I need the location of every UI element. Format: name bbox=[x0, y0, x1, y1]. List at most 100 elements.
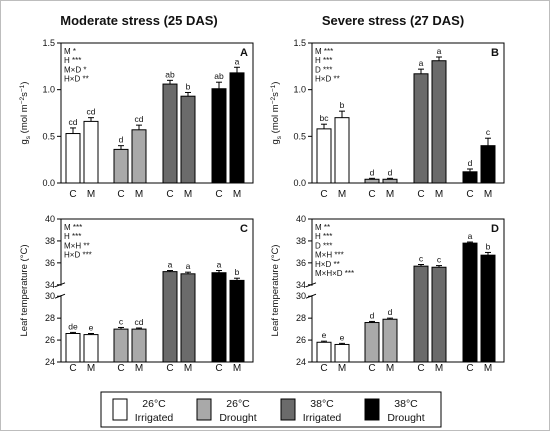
stat-annotation: M ** bbox=[315, 223, 330, 232]
stat-annotation: M×H×D *** bbox=[315, 269, 354, 278]
y-tick-label: 36 bbox=[45, 258, 55, 268]
significance-letter: b bbox=[486, 241, 491, 251]
significance-letter: cd bbox=[69, 117, 78, 127]
bar-b-1 bbox=[334, 117, 350, 184]
significance-letter: d bbox=[119, 135, 124, 145]
x-tick-label: M bbox=[87, 189, 95, 200]
y-tick-label: 24 bbox=[45, 357, 55, 367]
stat-annotation: M×H *** bbox=[315, 251, 344, 260]
stat-annotation: D *** bbox=[315, 241, 332, 250]
bar-d-3 bbox=[382, 318, 398, 363]
significance-letter: a bbox=[419, 58, 424, 68]
bar-d-5 bbox=[431, 266, 447, 363]
x-tick-label: M bbox=[484, 189, 492, 200]
bar-c-7 bbox=[229, 279, 245, 363]
axis-break-mark bbox=[305, 293, 317, 299]
y-axis-label: gs (mol m−2s−1) bbox=[19, 82, 32, 145]
x-tick-label: C bbox=[166, 363, 173, 374]
y-tick-label: 1.0 bbox=[42, 85, 55, 95]
y-tick-label: 40 bbox=[296, 214, 306, 224]
x-tick-label: M bbox=[87, 363, 95, 374]
bar-a-0 bbox=[65, 133, 81, 184]
stat-annotation: H *** bbox=[315, 232, 332, 241]
axis-break-gap bbox=[55, 285, 65, 296]
axis-break-gap bbox=[306, 285, 316, 296]
significance-letter: cd bbox=[135, 317, 144, 327]
significance-letter: ab bbox=[165, 69, 175, 79]
x-tick-label: C bbox=[368, 189, 375, 200]
y-tick-label: 38 bbox=[296, 236, 306, 246]
panel-label: D bbox=[491, 223, 499, 235]
bar-b-2 bbox=[364, 178, 380, 184]
significance-letter: b bbox=[235, 267, 240, 277]
panel-b: 0.0 0.5 1.0 1.5 gs (mol m−2s−1) bc Cb Md Cd Ma Ca M… bbox=[270, 38, 505, 200]
bar-d-0 bbox=[316, 341, 332, 363]
stat-annotation: H *** bbox=[315, 56, 332, 65]
legend-swatch-0 bbox=[112, 398, 128, 421]
panel-a: 0.00.51.01.5gs (mol m−2s−1)cdCcdMdCcdMab… bbox=[19, 38, 254, 200]
panel-label: A bbox=[240, 47, 248, 59]
x-tick-label: M bbox=[135, 363, 143, 374]
bar-a-6 bbox=[211, 88, 227, 184]
stat-annotation: H×D ** bbox=[64, 75, 89, 84]
legend-swatch-1 bbox=[196, 398, 212, 421]
legend-swatch-3 bbox=[364, 398, 380, 421]
bar-c-6 bbox=[211, 272, 227, 363]
title-moderate: Moderate stress (25 DAS) bbox=[60, 13, 218, 28]
y-tick-label: 1.5 bbox=[293, 38, 306, 48]
significance-letter: cd bbox=[87, 107, 96, 117]
y-tick-label: 40 bbox=[45, 214, 55, 224]
legend-label-temp: 26°C bbox=[226, 398, 250, 410]
x-tick-label: C bbox=[320, 363, 327, 374]
y-tick-label: 36 bbox=[296, 258, 306, 268]
y-axis-label: gs (mol m−2s−1) bbox=[270, 82, 283, 145]
stat-annotation: H×D *** bbox=[64, 251, 92, 260]
legend-swatch-2 bbox=[280, 398, 296, 421]
significance-letter: a bbox=[186, 261, 191, 271]
x-tick-label: M bbox=[233, 363, 241, 374]
legend-box bbox=[100, 391, 442, 428]
bar-b-7 bbox=[480, 145, 496, 184]
bar-d-6 bbox=[462, 242, 478, 363]
stat-annotation: H×D ** bbox=[315, 75, 340, 84]
panel-label: B bbox=[491, 47, 499, 59]
legend-label-water: Drought bbox=[387, 412, 424, 424]
bar-d-7 bbox=[480, 254, 496, 363]
x-tick-label: C bbox=[417, 363, 424, 374]
x-tick-label: C bbox=[117, 189, 124, 200]
y-tick-label: 24 bbox=[296, 357, 306, 367]
bar-c-1 bbox=[83, 334, 99, 363]
x-tick-label: M bbox=[386, 363, 394, 374]
significance-letter: e bbox=[322, 330, 327, 340]
legend-label-water: Irrigated bbox=[303, 412, 342, 424]
y-axis-label: Leaf temperature (°C) bbox=[19, 245, 30, 337]
bar-a-4 bbox=[162, 83, 178, 184]
stat-annotation: H×D ** bbox=[315, 260, 340, 269]
significance-letter: c bbox=[437, 255, 442, 265]
stat-annotation: M×H ** bbox=[64, 241, 90, 250]
legend: 26°C Irrigated 26°C Drought 38°C Irrigated 38°… bbox=[100, 391, 442, 428]
y-tick-label: 28 bbox=[45, 313, 55, 323]
significance-letter: ab bbox=[214, 71, 224, 81]
significance-letter: d bbox=[370, 167, 375, 177]
x-tick-label: C bbox=[466, 363, 473, 374]
y-tick-label: 26 bbox=[45, 335, 55, 345]
significance-letter: cd bbox=[135, 114, 144, 124]
significance-letter: a bbox=[468, 231, 473, 241]
significance-letter: de bbox=[68, 321, 78, 331]
significance-letter: a bbox=[217, 260, 222, 270]
panel-label: C bbox=[240, 223, 248, 235]
significance-letter: c bbox=[419, 253, 424, 263]
plot-frame bbox=[60, 42, 254, 184]
bar-b-0 bbox=[316, 128, 332, 184]
significance-letter: b bbox=[186, 81, 191, 91]
bar-a-2 bbox=[113, 148, 129, 184]
significance-letter: c bbox=[486, 127, 491, 137]
stat-annotation: M *** bbox=[64, 223, 82, 232]
x-tick-label: M bbox=[184, 189, 192, 200]
axis-break-mark bbox=[54, 293, 66, 299]
significance-letter: b bbox=[340, 100, 345, 110]
x-tick-label: M bbox=[233, 189, 241, 200]
